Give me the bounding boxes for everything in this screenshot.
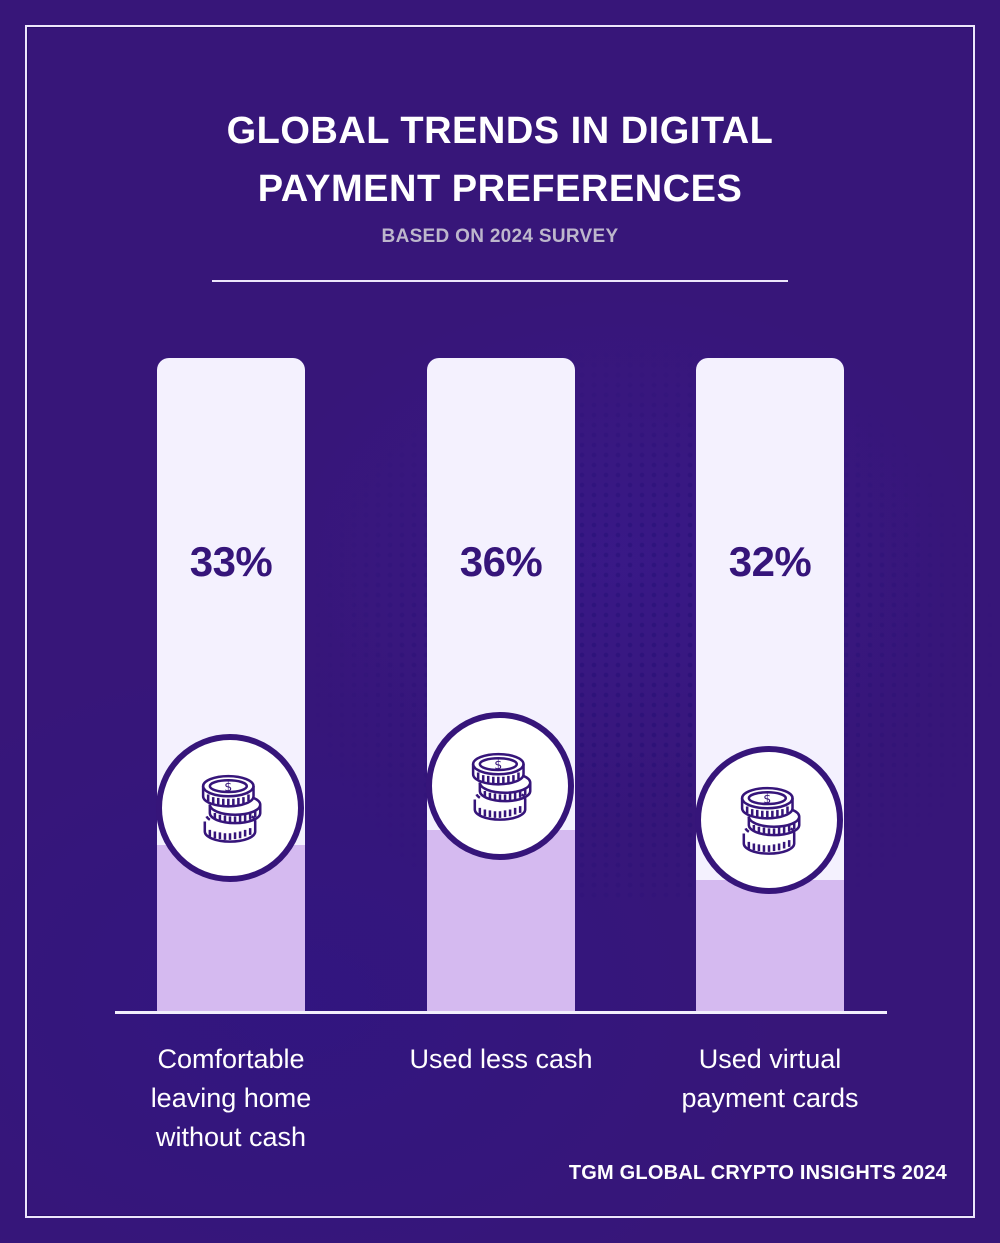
bar-used-less-cash: 36%	[427, 358, 575, 1012]
label-line: payment cards	[681, 1083, 859, 1113]
bar-fill	[427, 830, 575, 1012]
bar-label-used-virtual-cards: Used virtual payment cards	[640, 1040, 900, 1118]
title-line-2: PAYMENT PREFERENCES	[257, 168, 743, 210]
page-frame	[25, 25, 975, 1218]
bar-used-virtual-cards: 32%	[696, 358, 844, 1012]
bar-label-comfortable-without-cash: Comfortable leaving home without cash	[101, 1040, 361, 1157]
bar-value: 33%	[189, 538, 273, 585]
label-line: leaving home	[150, 1083, 312, 1113]
bar-value: 36%	[459, 538, 543, 585]
svg-text:$: $	[763, 791, 771, 806]
title-line-1: GLOBAL TRENDS IN DIGITAL	[226, 110, 774, 152]
label-line: Used less cash	[409, 1044, 593, 1074]
coin-stack-icon: $	[695, 746, 843, 894]
bar-comfortable-without-cash: 33%	[157, 358, 305, 1012]
chart-baseline	[115, 1011, 887, 1014]
coin-stack-icon: $	[426, 712, 574, 860]
title-divider	[212, 280, 788, 282]
bar-value: 32%	[728, 538, 812, 585]
bar-label-used-less-cash: Used less cash	[371, 1040, 631, 1079]
label-line: Comfortable	[157, 1044, 305, 1074]
coin-stack-icon: $	[156, 734, 304, 882]
svg-text:$: $	[494, 757, 502, 772]
svg-text:$: $	[224, 779, 232, 794]
page-subtitle: BASED ON 2024 SURVEY	[381, 226, 619, 247]
bar-fill	[696, 880, 844, 1012]
background-dots	[300, 340, 1000, 900]
label-line: without cash	[155, 1122, 307, 1152]
source-credit: TGM GLOBAL CRYPTO INSIGHTS 2024	[568, 1162, 947, 1184]
page-title: GLOBAL TRENDS IN DIGITAL PAYMENT PREFERE…	[0, 102, 1000, 218]
label-line: Used virtual	[698, 1044, 842, 1074]
